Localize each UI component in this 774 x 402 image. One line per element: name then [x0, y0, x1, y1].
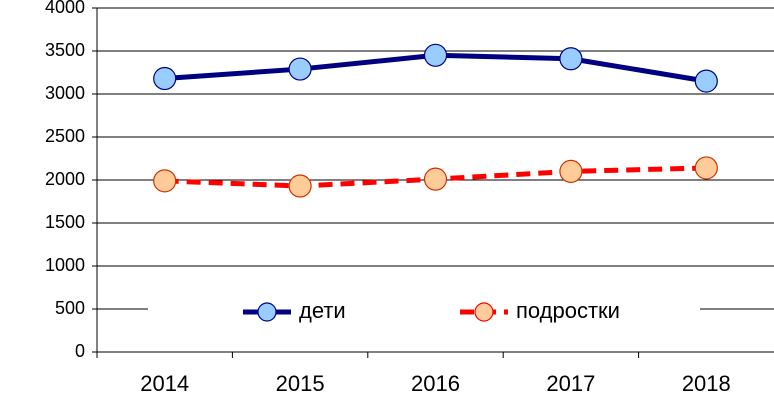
x-tick-label: 2017 [546, 371, 595, 396]
legend-box [148, 294, 700, 332]
y-tick-label: 3500 [45, 40, 85, 60]
legend-label: подростки [516, 298, 620, 323]
y-tick-label: 0 [75, 341, 85, 361]
y-tick-label: 2500 [45, 126, 85, 146]
y-tick-label: 4000 [45, 0, 85, 17]
legend: дети подростки [148, 294, 700, 332]
marker [423, 167, 448, 191]
x-tick-label: 2014 [140, 371, 189, 396]
marker [423, 43, 448, 67]
y-tick-label: 2000 [45, 169, 85, 189]
legend-marker [474, 302, 494, 322]
x-tick-label: 2018 [682, 371, 731, 396]
x-tick-label: 2015 [276, 371, 325, 396]
marker [559, 159, 583, 183]
marker [694, 69, 718, 93]
marker [559, 47, 583, 71]
y-tick-label: 1000 [45, 255, 85, 275]
legend-marker [257, 302, 277, 322]
marker [694, 156, 718, 180]
marker [288, 57, 312, 81]
marker [153, 66, 177, 91]
y-tick-label: 500 [55, 298, 85, 318]
marker [288, 174, 312, 198]
y-tick-label: 3000 [45, 83, 85, 103]
marker [153, 169, 177, 193]
y-tick-label: 1500 [45, 212, 85, 232]
legend-label: дети [299, 298, 346, 323]
x-tick-label: 2016 [411, 371, 460, 396]
